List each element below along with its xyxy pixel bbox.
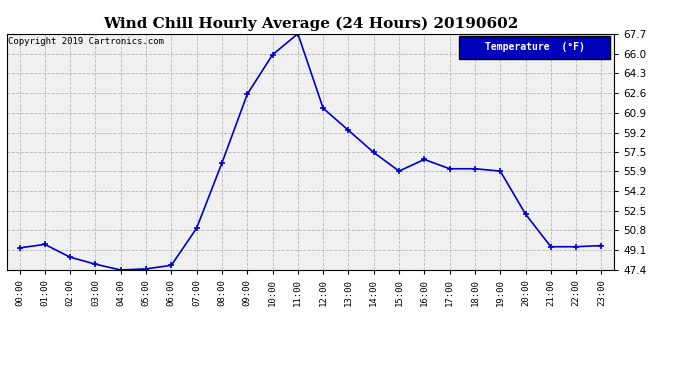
Text: Copyright 2019 Cartronics.com: Copyright 2019 Cartronics.com: [8, 37, 164, 46]
Text: Temperature  (°F): Temperature (°F): [484, 42, 584, 52]
Bar: [460, 36, 610, 58]
Title: Wind Chill Hourly Average (24 Hours) 20190602: Wind Chill Hourly Average (24 Hours) 201…: [103, 17, 518, 31]
